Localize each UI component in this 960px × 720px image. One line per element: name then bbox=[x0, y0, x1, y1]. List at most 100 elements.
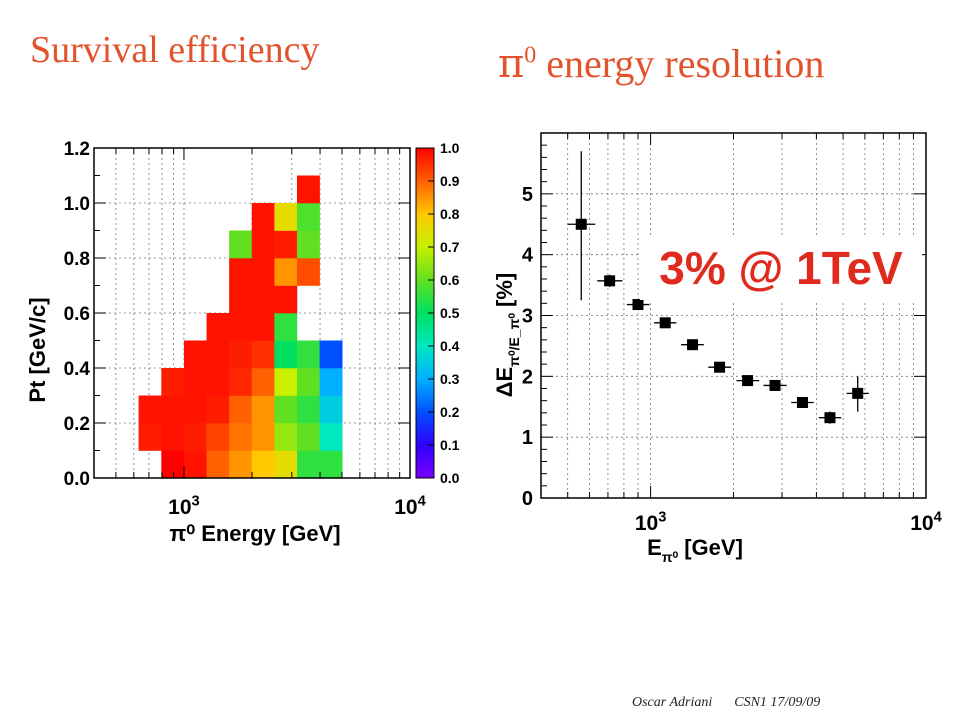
heatmap-cell bbox=[161, 450, 185, 479]
heatmap-cell bbox=[206, 340, 230, 369]
heatmap-y-tick-label: 0.6 bbox=[64, 304, 90, 325]
resolution-y-tick-label: 0 bbox=[522, 488, 533, 510]
heatmap-cell bbox=[274, 258, 298, 286]
pi0-superscript: 0 bbox=[524, 42, 537, 69]
heatmap-x-tick-label: 103 bbox=[168, 494, 200, 519]
heatmap-x-axis-label-text: π⁰ Energy [GeV] bbox=[169, 521, 340, 546]
resolution-data-point bbox=[714, 361, 726, 373]
resolution-data-point bbox=[687, 339, 699, 351]
heatmap-cell bbox=[296, 258, 320, 286]
heatmap-cell bbox=[206, 423, 230, 451]
heatmap-y-tick-label: 0.8 bbox=[64, 249, 90, 270]
heatmap-cell bbox=[274, 313, 298, 341]
resolution-data-point bbox=[742, 375, 754, 387]
heatmap-cell bbox=[183, 340, 207, 369]
heatmap-cell bbox=[296, 368, 320, 396]
heatmap-cell bbox=[319, 423, 343, 451]
energy-resolution-title: π0 energy resolution bbox=[498, 40, 824, 87]
heatmap-cell bbox=[229, 423, 253, 451]
heatmap-cell bbox=[183, 423, 207, 451]
resolution-y-axis-label: ΔEπ⁰/E_π⁰ [%] bbox=[492, 273, 522, 398]
heatmap-cell bbox=[229, 450, 253, 479]
heatmap-cell bbox=[296, 203, 320, 231]
heatmap-cell bbox=[296, 395, 320, 424]
resolution-axis-ticks: 0 1 2 3 4 5 103 104 bbox=[522, 133, 943, 535]
heatmap-cell bbox=[183, 368, 207, 396]
heatmap-cell bbox=[274, 368, 298, 396]
heatmap-cell bbox=[229, 368, 253, 396]
resolution-data-point bbox=[659, 317, 671, 329]
heatmap-cell bbox=[161, 368, 185, 396]
colorbar-tick-label: 0.4 bbox=[440, 338, 460, 354]
colorbar-tick-label: 0.1 bbox=[440, 437, 460, 453]
heatmap-cell bbox=[183, 395, 207, 424]
resolution-data-point bbox=[769, 379, 781, 391]
survival-efficiency-title: Survival efficiency bbox=[30, 29, 320, 71]
resolution-data-point bbox=[796, 396, 808, 408]
resolution-x-tick-label: 104 bbox=[910, 510, 942, 535]
heatmap-y-tick-label: 0.4 bbox=[64, 359, 91, 380]
heatmap-cell bbox=[251, 340, 275, 369]
heatmap-cell bbox=[274, 285, 298, 314]
resolution-x-axis-label: Eπ⁰ [GeV] bbox=[647, 535, 743, 565]
heatmap-cell bbox=[251, 230, 275, 259]
resolution-data-point bbox=[604, 275, 616, 287]
energy-resolution-plot: 0 1 2 3 4 5 103 104 Eπ⁰ [GeV] ΔEπ⁰/E_π⁰ [%] bbox=[492, 132, 943, 565]
heatmap-cell bbox=[161, 395, 185, 424]
footer: Oscar Adriani CSN1 17/09/09 bbox=[632, 695, 842, 711]
heatmap-cell bbox=[229, 340, 253, 369]
heatmap-cell bbox=[229, 258, 253, 286]
heatmap-cell bbox=[274, 230, 298, 259]
heatmap-cell bbox=[229, 313, 253, 341]
resolution-data-points bbox=[567, 151, 869, 424]
heatmap-x-tick-label: 104 bbox=[394, 494, 426, 519]
colorbar-tick-label: 0.8 bbox=[440, 206, 460, 222]
heatmap-cell bbox=[296, 230, 320, 259]
heatmap-cell bbox=[206, 395, 230, 424]
heatmap-axis-ticks: 0.0 0.2 0.4 0.6 0.8 1.0 1.2 103 104 bbox=[64, 139, 427, 519]
heatmap-cell bbox=[229, 285, 253, 314]
heatmap-cell bbox=[138, 423, 162, 451]
heatmap-cell bbox=[229, 395, 253, 424]
heatmap-cell bbox=[274, 450, 298, 479]
heatmap-cell bbox=[251, 313, 275, 341]
heatmap-cell bbox=[296, 450, 320, 479]
colorbar-tick-label: 0.7 bbox=[440, 239, 460, 255]
heatmap-cell bbox=[161, 423, 185, 451]
heatmap-cell bbox=[274, 340, 298, 369]
heatmap-cell bbox=[251, 285, 275, 314]
colorbar-labels: 0.0 0.1 0.2 0.3 0.4 0.5 0.6 0.7 0.8 0.9 1.0 bbox=[428, 140, 460, 486]
colorbar-tick-label: 0.6 bbox=[440, 272, 460, 288]
resolution-y-tick-label: 5 bbox=[522, 184, 533, 206]
heatmap-cell bbox=[319, 368, 343, 396]
heatmap-cells bbox=[138, 175, 343, 479]
resolution-data-point bbox=[824, 412, 836, 424]
resolution-y-tick-label: 1 bbox=[522, 427, 533, 449]
heatmap-cell bbox=[319, 450, 343, 479]
heatmap-y-axis-label: Pt [GeV/c] bbox=[25, 297, 50, 402]
heatmap-y-tick-label: 0.2 bbox=[64, 414, 90, 435]
heatmap-cell bbox=[296, 340, 320, 369]
colorbar-tick-label: 0.9 bbox=[440, 173, 460, 189]
footer-author: Oscar Adriani bbox=[632, 695, 713, 710]
heatmap-cell bbox=[251, 450, 275, 479]
resolution-callout: 3% @ 1TeV bbox=[640, 236, 922, 300]
resolution-data-point bbox=[852, 387, 864, 399]
heatmap-cell bbox=[274, 203, 298, 231]
heatmap-cell bbox=[183, 450, 207, 479]
heatmap-cell bbox=[319, 395, 343, 424]
heatmap-cell bbox=[296, 175, 320, 204]
heatmap-cell bbox=[251, 258, 275, 286]
heatmap-cell bbox=[251, 203, 275, 231]
heatmap-cell bbox=[138, 395, 162, 424]
heatmap-cell bbox=[251, 368, 275, 396]
heatmap-cell bbox=[206, 313, 230, 341]
colorbar-tick-label: 0.2 bbox=[440, 404, 460, 420]
heatmap-cell bbox=[296, 423, 320, 451]
resolution-grid bbox=[541, 133, 926, 498]
heatmap-cell bbox=[274, 423, 298, 451]
heatmap-y-tick-label: 0.0 bbox=[64, 469, 90, 490]
heatmap-cell bbox=[251, 395, 275, 424]
heatmap-cell bbox=[206, 368, 230, 396]
resolution-y-tick-label: 3 bbox=[522, 306, 533, 328]
